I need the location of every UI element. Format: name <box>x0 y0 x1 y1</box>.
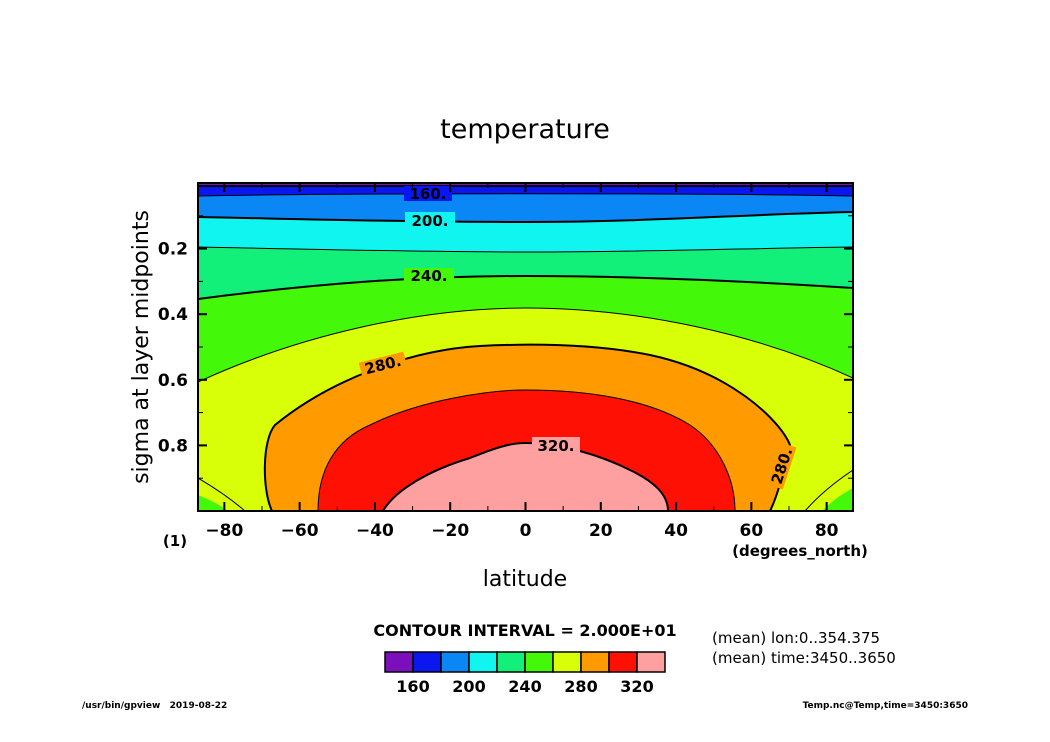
y-tick-label: 0.2 <box>158 240 188 260</box>
y-axis-label: sigma at layer midpoints <box>129 210 154 484</box>
contour-interval-text: CONTOUR INTERVAL = 2.000E+01 <box>373 621 676 640</box>
colorbar-swatch <box>384 651 414 673</box>
x-tick-label: 40 <box>664 521 688 541</box>
y-tick-label: 0.8 <box>158 436 188 456</box>
contour-label-200: 200. <box>411 212 448 230</box>
band-240-260-right-corner <box>822 488 853 511</box>
band-above-320 <box>383 443 668 511</box>
x-tick-label: −20 <box>431 521 469 541</box>
plot-area: 160. 200. 240. 280. 320. 280. <box>198 183 853 511</box>
contour-line-320 <box>382 441 669 511</box>
contour-labels: 160. 200. 240. 280. 320. 280. <box>358 185 797 490</box>
colorbar-tick-label: 200 <box>452 677 485 696</box>
y-axis-unit: (1) <box>163 532 187 550</box>
x-axis-label: latitude <box>483 567 567 592</box>
footer-left: /usr/bin/gpview 2019-08-22 <box>82 701 227 711</box>
y-tick-label: 0.6 <box>158 371 188 391</box>
colorbar-tick-label: 160 <box>396 677 429 696</box>
contour-line-260 <box>198 307 853 383</box>
colorbar <box>384 651 666 673</box>
contour-line-corner-left <box>198 477 246 511</box>
x-axis: −80 −60 −40 −20 0 20 40 60 80 <box>205 183 839 541</box>
colorbar-swatch <box>552 651 582 673</box>
colorbar-swatch <box>580 651 610 673</box>
band-240-260-left-corner <box>198 495 228 511</box>
x-axis-unit: (degrees_north) <box>732 542 868 560</box>
footer-right: Temp.nc@Temp,time=3450:3650 <box>803 701 968 711</box>
contour-label-240: 240. <box>410 267 447 285</box>
y-tick-label: 0.4 <box>158 305 188 325</box>
x-tick-label: −60 <box>281 521 319 541</box>
colorbar-swatch <box>468 651 498 673</box>
note-lon-mean: (mean) lon:0..354.375 <box>712 629 880 647</box>
x-tick-label: −40 <box>356 521 394 541</box>
contour-line-180 <box>198 193 853 197</box>
x-tick-label: 20 <box>589 521 613 541</box>
colorbar-swatch <box>636 651 666 673</box>
colorbar-tick-label: 240 <box>508 677 541 696</box>
x-tick-label: 80 <box>815 521 839 541</box>
colorbar-swatch <box>496 651 526 673</box>
colorbar-swatch <box>524 651 554 673</box>
x-tick-label: 60 <box>740 521 764 541</box>
colorbar-swatch <box>412 651 442 673</box>
colorbar-swatch <box>440 651 470 673</box>
contour-line-300 <box>317 389 736 511</box>
colorbar-tick-label: 320 <box>620 677 653 696</box>
colorbar-tick-label: 280 <box>564 677 597 696</box>
x-tick-label: −80 <box>205 521 243 541</box>
contour-line-corner-right <box>804 469 853 511</box>
contour-line-280 <box>263 343 792 511</box>
chart-title: temperature <box>440 114 610 145</box>
contour-line-200 <box>198 211 853 224</box>
colorbar-tick-labels: 160 200 240 280 320 <box>396 677 653 696</box>
y-axis: 0.2 0.4 0.6 0.8 <box>158 215 853 479</box>
colorbar-swatch <box>608 651 638 673</box>
x-tick-label: 0 <box>520 521 532 541</box>
contour-label-160: 160. <box>409 185 446 203</box>
note-time-mean: (mean) time:3450..3650 <box>712 649 896 667</box>
contour-label-320: 320. <box>537 437 574 455</box>
contour-line-220 <box>198 246 853 253</box>
contour-line-240 <box>198 274 853 300</box>
